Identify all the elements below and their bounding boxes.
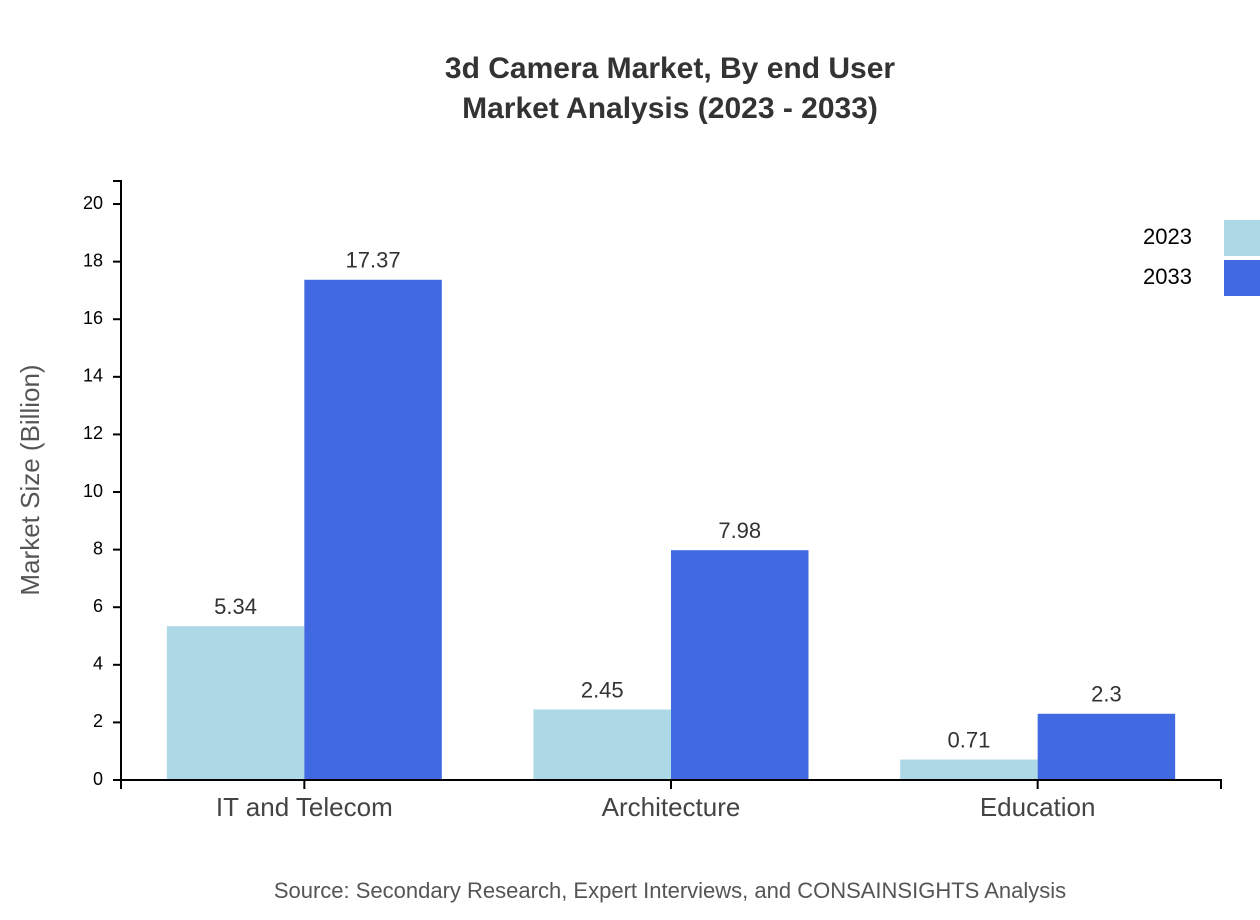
y-tick-label: 12 bbox=[83, 423, 103, 443]
bar bbox=[304, 279, 442, 780]
value-label: 5.34 bbox=[214, 594, 257, 619]
y-axis-label: Market Size (Billion) bbox=[15, 364, 45, 595]
bar bbox=[900, 759, 1038, 780]
x-tick-label: Architecture bbox=[602, 792, 741, 822]
x-tick-label: IT and Telecom bbox=[216, 792, 393, 822]
value-label: 7.98 bbox=[718, 518, 761, 543]
legend-swatch bbox=[1224, 260, 1260, 296]
y-tick-label: 6 bbox=[93, 596, 103, 616]
bar bbox=[533, 709, 671, 780]
bar bbox=[1037, 713, 1176, 780]
source-note: Source: Secondary Research, Expert Inter… bbox=[274, 878, 1066, 903]
legend-swatch bbox=[1224, 220, 1260, 256]
legend-label: 2023 bbox=[1143, 224, 1192, 249]
y-tick-label: 2 bbox=[93, 711, 103, 731]
chart-title: 3d Camera Market, By end User bbox=[445, 52, 896, 85]
value-label: 2.3 bbox=[1091, 682, 1122, 707]
value-label: 2.45 bbox=[581, 677, 624, 702]
y-tick-label: 14 bbox=[83, 366, 103, 386]
bar bbox=[671, 550, 809, 780]
y-tick-label: 4 bbox=[93, 654, 103, 674]
legend-label: 2033 bbox=[1143, 264, 1192, 289]
y-tick-label: 20 bbox=[83, 193, 103, 213]
y-tick-label: 8 bbox=[93, 538, 103, 558]
y-tick-label: 16 bbox=[83, 308, 103, 328]
value-label: 0.71 bbox=[948, 727, 991, 752]
x-tick-label: Education bbox=[980, 792, 1096, 822]
y-tick-label: 0 bbox=[93, 769, 103, 789]
value-label: 17.37 bbox=[346, 248, 401, 273]
chart-subtitle: Market Analysis (2023 - 2033) bbox=[462, 92, 878, 125]
bar bbox=[166, 626, 305, 780]
y-tick-label: 18 bbox=[83, 250, 103, 270]
y-tick-label: 10 bbox=[83, 481, 103, 501]
